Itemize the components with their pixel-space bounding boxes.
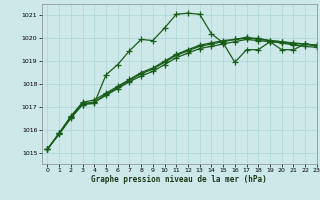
X-axis label: Graphe pression niveau de la mer (hPa): Graphe pression niveau de la mer (hPa) — [91, 175, 267, 184]
